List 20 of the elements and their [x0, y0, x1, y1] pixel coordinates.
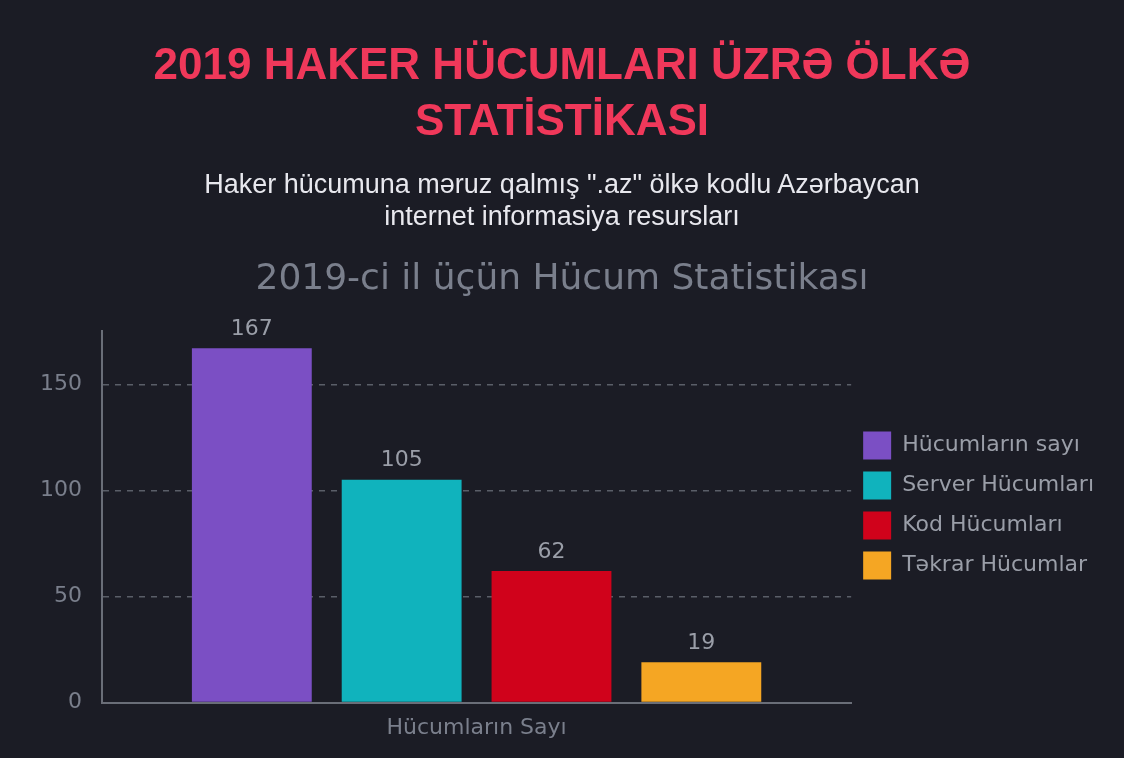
bar [641, 662, 762, 702]
legend-label: Server Hücumları [902, 471, 1095, 497]
x-tick-label: Hücumların Sayı [386, 713, 567, 739]
bar [491, 571, 612, 702]
data-label: 167 [230, 314, 273, 340]
legend-label: Kod Hücumları [902, 511, 1063, 537]
chart-subtitle: Haker hücumuna məruz qalmış ".az" ölkə kodlu Azərbaycan internet informasiya resursları [203, 168, 921, 232]
bar [191, 348, 312, 702]
y-tick-label: 100 [39, 476, 82, 502]
bar [341, 479, 462, 702]
chart-title: 2019 HAKER HÜCUMLARI ÜZRƏ ÖLKƏ STATİSTİKASI [152, 38, 972, 146]
y-tick-label: 0 [67, 688, 82, 714]
y-tick-label: 150 [39, 369, 82, 395]
data-label: 19 [687, 629, 716, 654]
text: 2019-ci il üçün Hücum Statistikası [255, 255, 869, 297]
legend-label: Hücumların sayı [902, 431, 1080, 457]
legend-label: Təkrar Hücumlar [901, 551, 1088, 577]
y-tick-label: 50 [53, 582, 82, 608]
data-label: 105 [380, 446, 423, 472]
data-label: 62 [537, 537, 566, 563]
